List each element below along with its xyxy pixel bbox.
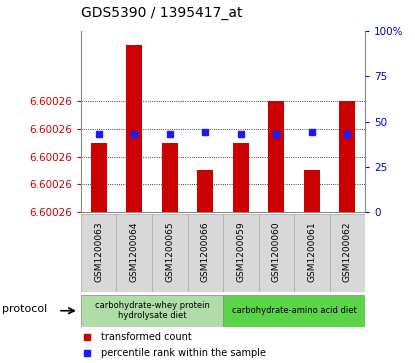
- FancyBboxPatch shape: [81, 214, 117, 292]
- Text: GSM1200063: GSM1200063: [94, 221, 103, 282]
- Text: carbohydrate-amino acid diet: carbohydrate-amino acid diet: [232, 306, 356, 315]
- FancyBboxPatch shape: [259, 214, 294, 292]
- Bar: [162, 143, 178, 212]
- FancyBboxPatch shape: [188, 214, 223, 292]
- Text: percentile rank within the sample: percentile rank within the sample: [101, 348, 266, 358]
- Text: carbohydrate-whey protein
hydrolysate diet: carbohydrate-whey protein hydrolysate di…: [95, 301, 210, 321]
- FancyBboxPatch shape: [81, 295, 223, 327]
- Text: GSM1200061: GSM1200061: [308, 221, 316, 282]
- Text: GSM1200060: GSM1200060: [272, 221, 281, 282]
- Text: GSM1200062: GSM1200062: [343, 221, 352, 282]
- Bar: [197, 171, 213, 212]
- FancyBboxPatch shape: [152, 214, 188, 292]
- Text: GDS5390 / 1395417_at: GDS5390 / 1395417_at: [81, 6, 242, 20]
- Bar: [126, 45, 142, 212]
- FancyBboxPatch shape: [294, 214, 330, 292]
- Bar: [233, 143, 249, 212]
- Text: protocol: protocol: [2, 304, 47, 314]
- Bar: [339, 101, 355, 212]
- Text: GSM1200064: GSM1200064: [130, 221, 139, 282]
- FancyBboxPatch shape: [223, 214, 259, 292]
- Text: GSM1200065: GSM1200065: [165, 221, 174, 282]
- FancyBboxPatch shape: [117, 214, 152, 292]
- Bar: [91, 143, 107, 212]
- Text: GSM1200059: GSM1200059: [236, 221, 245, 282]
- FancyBboxPatch shape: [330, 214, 365, 292]
- Text: transformed count: transformed count: [101, 332, 192, 342]
- Text: GSM1200066: GSM1200066: [201, 221, 210, 282]
- Bar: [304, 171, 320, 212]
- FancyBboxPatch shape: [223, 295, 365, 327]
- Bar: [269, 101, 284, 212]
